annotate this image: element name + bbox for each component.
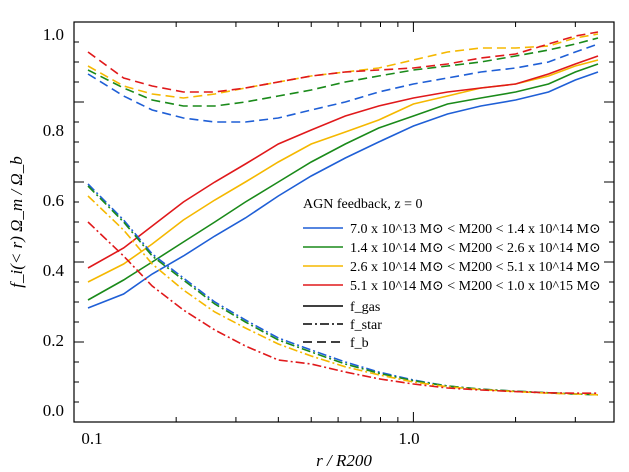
- y-tick-label-5: 1.0: [43, 25, 64, 44]
- y-axis-title: f_i(< r) Ω_m / Ω_b: [7, 156, 26, 287]
- series-line-fgas-1: [87, 63, 599, 301]
- legend-label-mass-bin-1: 1.4 x 10^14 M⊙ < M200 < 2.6 x 10^14 M⊙: [350, 241, 601, 256]
- series-line-fb-1: [87, 37, 599, 107]
- y-tick-label-1: 0.2: [43, 331, 64, 350]
- series-line-fgas-0: [87, 71, 599, 309]
- series-line-fstar-3: [87, 221, 598, 395]
- legend-label-mass-bin-0: 7.0 x 10^13 M⊙ < M200 < 1.4 x 10^14 M⊙: [350, 222, 601, 237]
- series-line-fgas-3: [87, 55, 599, 269]
- y-tick-label-2: 0.4: [43, 261, 65, 280]
- legend-label-mass-bin-3: 5.1 x 10^14 M⊙ < M200 < 1.0 x 10^15 M⊙: [350, 279, 601, 294]
- x-tick-label-0: 0.1: [81, 429, 102, 448]
- y-tick-label-3: 0.6: [43, 191, 64, 210]
- legend-label-fgas: f_gas: [350, 300, 380, 315]
- legend-label-mass-bin-2: 2.6 x 10^14 M⊙ < M200 < 5.1 x 10^14 M⊙: [350, 260, 601, 275]
- y-tick-label-0: 0.0: [43, 401, 64, 420]
- y-axis-title-text: f_i(< r) Ω_m / Ω_b: [7, 156, 26, 287]
- x-axis-title: r / R200: [316, 451, 372, 470]
- legend-title: AGN feedback, z = 0: [303, 197, 422, 212]
- x-tick-label-1: 1.0: [398, 429, 419, 448]
- x-axis-title-text: r / R200: [316, 451, 372, 470]
- series-line-fstar-0: [87, 183, 599, 396]
- series-layer: [87, 31, 599, 396]
- series-line-fb-0: [87, 43, 599, 123]
- legend-label-fstar: f_star: [350, 318, 382, 333]
- ticks-layer: [73, 21, 614, 423]
- series-line-fstar-1: [87, 185, 599, 396]
- y-tick-label-4: 0.8: [43, 121, 64, 140]
- legend: AGN feedback, z = 0 7.0 x 10^13 M⊙ < M20…: [303, 197, 601, 351]
- series-line-fb-3: [87, 31, 599, 93]
- legend-label-fb: f_b: [350, 336, 369, 351]
